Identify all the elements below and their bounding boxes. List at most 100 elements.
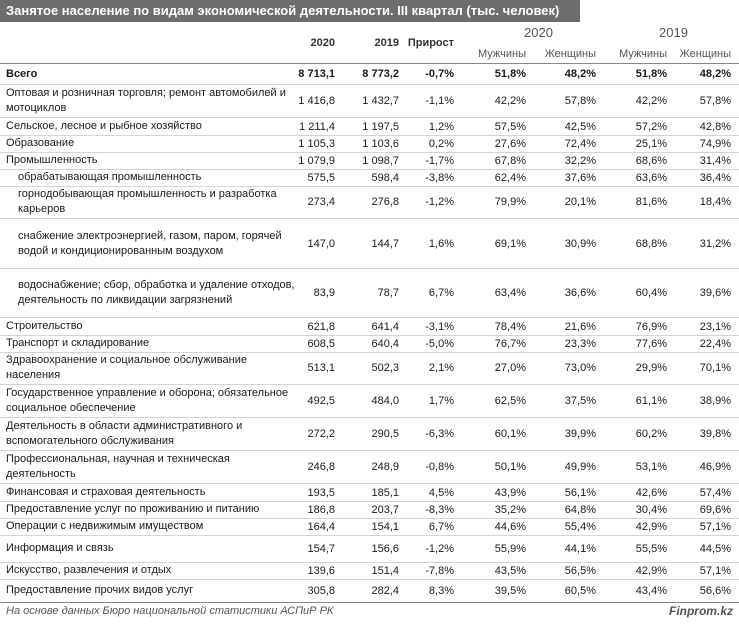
men-share-2019: 63,6%	[635, 171, 667, 184]
table-row: горнодобывающая промышленность и разрабо…	[0, 186, 739, 218]
row-divider	[0, 135, 739, 136]
growth-value: -0,8%	[425, 461, 454, 473]
men-share-2019: 42,9%	[635, 520, 667, 533]
row-divider	[0, 169, 739, 170]
women-share-2020: 56,1%	[564, 486, 596, 499]
row-divider	[0, 218, 739, 219]
value-2019: 248,9	[371, 461, 399, 473]
women-share-2019: 22,4%	[699, 337, 731, 350]
row-divider	[0, 84, 739, 85]
value-2020: 608,5	[307, 337, 335, 350]
growth-value: -0,7%	[425, 68, 454, 80]
row-divider	[0, 352, 739, 353]
value-2019: 598,4	[371, 171, 399, 184]
women-share-2019: 18,4%	[699, 196, 731, 208]
women-share-2020: 72,4%	[564, 137, 596, 150]
header-men-2019: Мужчины	[618, 48, 667, 60]
activity-name: Строительство	[6, 320, 83, 332]
row-divider	[0, 579, 739, 580]
men-share-2020: 43,5%	[494, 564, 526, 577]
women-share-2020: 36,6%	[564, 287, 596, 299]
women-share-2019: 31,2%	[699, 237, 731, 250]
women-share-2020: 23,3%	[564, 337, 596, 350]
women-share-2020: 64,8%	[564, 503, 596, 516]
men-share-2020: 42,2%	[494, 95, 526, 107]
row-divider	[0, 483, 739, 484]
men-share-2019: 42,6%	[635, 486, 667, 499]
value-2020: 8 713,1	[298, 68, 335, 80]
women-share-2020: 20,1%	[564, 196, 596, 208]
row-divider	[0, 335, 739, 336]
table-row: Оптовая и розничная торговля; ремонт авт…	[0, 85, 739, 117]
activity-name: Предоставление прочих видов услуг	[6, 584, 194, 596]
table-row: Промышленность 1 079,9 1 098,7 -1,7% 67,8% 32…	[0, 152, 739, 169]
table-row: Сельское, лесное и рыбное хозяйство 1 211…	[0, 118, 739, 135]
women-share-2020: 39,9%	[564, 428, 596, 440]
growth-value: 1,7%	[428, 395, 454, 407]
table-row: Транспорт и складирование 608,5 640,4 -5,0%…	[0, 335, 739, 352]
table-row: Образование 1 105,3 1 103,6 0,2% 27,6% 72,4% 2…	[0, 135, 739, 152]
value-2020: 1 105,3	[298, 137, 335, 150]
men-share-2019: 77,6%	[635, 337, 667, 350]
source-note: На основе данных Бюро национальной стати…	[6, 605, 334, 617]
women-share-2020: 49,9%	[564, 461, 596, 473]
men-share-2019: 42,2%	[635, 95, 667, 107]
men-share-2019: 60,4%	[635, 287, 667, 299]
men-share-2020: 79,9%	[494, 196, 526, 208]
activity-name: Информация и связь	[6, 542, 114, 554]
women-share-2019: 39,6%	[699, 287, 731, 299]
table-row: Строительство 621,8 641,4 -3,1% 78,4% 21,6% 76…	[0, 318, 739, 335]
activity-name: Сельское, лесное и рыбное хозяйство	[6, 120, 202, 132]
table-row: обрабатывающая промышленность 575,5 598,4 -…	[0, 169, 739, 186]
women-share-2019: 38,9%	[699, 395, 731, 407]
activity-name: Финансовая и страховая деятельность	[6, 486, 206, 498]
men-share-2019: 43,4%	[635, 584, 667, 597]
women-share-2020: 55,4%	[564, 520, 596, 533]
men-share-2020: 51,8%	[494, 68, 526, 80]
value-2019: 78,7	[377, 287, 399, 299]
women-share-2020: 21,6%	[564, 320, 596, 333]
men-share-2020: 60,1%	[494, 428, 526, 440]
women-share-2019: 39,8%	[699, 428, 731, 440]
women-share-2019: 44,5%	[699, 542, 731, 555]
value-2019: 8 773,2	[362, 68, 399, 80]
table-row: Предоставление прочих видов услуг 305,8 28…	[0, 579, 739, 602]
women-share-2019: 69,6%	[699, 503, 731, 516]
growth-value: -8,3%	[425, 503, 454, 516]
women-share-2020: 42,5%	[564, 120, 596, 133]
value-2019: 484,0	[371, 395, 399, 407]
value-2019: 185,1	[371, 486, 399, 499]
men-share-2019: 68,6%	[635, 154, 667, 167]
value-2019: 1 197,5	[362, 120, 399, 133]
women-share-2019: 23,1%	[699, 320, 731, 333]
activity-name: Всего	[6, 67, 38, 80]
women-share-2019: 57,1%	[699, 564, 731, 577]
value-2019: 156,6	[371, 542, 399, 555]
value-2019: 144,7	[371, 237, 399, 250]
row-divider	[0, 535, 739, 536]
row-divider	[0, 450, 739, 451]
value-2020: 575,5	[307, 171, 335, 184]
value-2019: 203,7	[371, 503, 399, 516]
table-row: снабжение электроэнергией, газом, паром,…	[0, 219, 739, 268]
footer-divider	[0, 602, 739, 603]
header-col-2020: 2020	[310, 37, 335, 49]
growth-value: -1,1%	[425, 95, 454, 107]
women-share-2020: 60,5%	[564, 584, 596, 597]
men-share-2020: 44,6%	[494, 520, 526, 533]
header-women-2019: Женщины	[679, 48, 731, 60]
value-2020: 513,1	[307, 362, 335, 374]
growth-value: 1,6%	[428, 237, 454, 250]
activity-name: снабжение электроэнергией, газом, паром,…	[18, 229, 282, 257]
header-group-2020: 2020	[524, 25, 553, 40]
men-share-2020: 55,9%	[494, 542, 526, 555]
growth-value: -7,8%	[425, 564, 454, 577]
value-2019: 154,1	[371, 520, 399, 533]
growth-value: 6,7%	[428, 287, 454, 299]
row-divider	[0, 268, 739, 269]
header-women-2020: Женщины	[544, 48, 596, 60]
value-2019: 1 103,6	[362, 137, 399, 150]
men-share-2019: 81,6%	[635, 196, 667, 208]
row-divider	[0, 152, 739, 153]
row-divider	[0, 317, 739, 318]
